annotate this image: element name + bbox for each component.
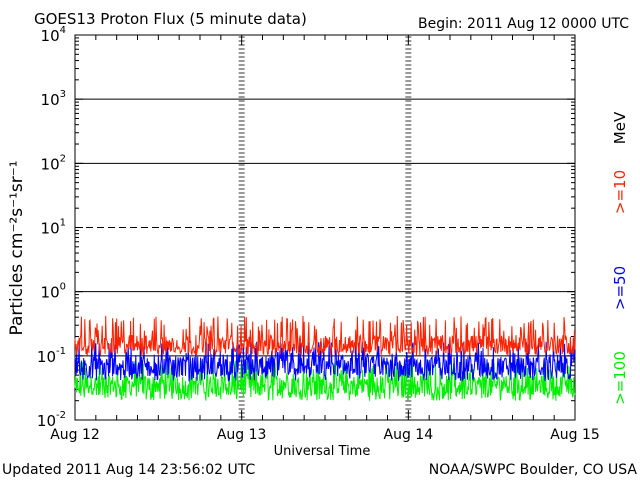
y-tick-label: 103 (41, 89, 66, 109)
legend-ge100: >=100 (611, 351, 629, 405)
x-tick-label: Aug 15 (550, 427, 600, 443)
y-tick-labels: 10-2 10-1 100 101 102 103 104 (37, 25, 66, 430)
series-line-0 (74, 315, 576, 357)
y-tick-label: 10-1 (37, 346, 66, 366)
x-tick-label: Aug 12 (50, 427, 100, 443)
x-axis-label: Universal Time (274, 444, 371, 459)
unit-label: MeV (611, 111, 629, 144)
y-axis-label: Particles cm⁻²s⁻¹sr⁻¹ (7, 160, 27, 335)
begin-time-label: Begin: 2011 Aug 12 0000 UTC (418, 16, 629, 32)
y-tick-label: 10-2 (37, 410, 66, 430)
series-lines (74, 315, 576, 402)
y-tick-label: 101 (41, 218, 66, 238)
y-tick-label: 100 (41, 282, 66, 302)
x-tick-label: Aug 13 (217, 427, 267, 443)
x-tick-labels: Aug 12 Aug 13 Aug 14 Aug 15 (50, 427, 600, 443)
y-tick-label: 104 (41, 25, 66, 45)
credit-label: NOAA/SWPC Boulder, CO USA (429, 462, 638, 478)
legend-ge10: >=10 (611, 170, 629, 214)
legend-ge50: >=50 (611, 266, 629, 310)
updated-timestamp: Updated 2011 Aug 14 23:56:02 UTC (2, 462, 255, 478)
day-tick-marks (74, 35, 576, 420)
y-tick-label: 102 (41, 153, 66, 173)
x-tick-label: Aug 14 (384, 427, 434, 443)
chart-title: GOES13 Proton Flux (5 minute data) (34, 10, 307, 28)
series-line-2 (74, 360, 576, 402)
